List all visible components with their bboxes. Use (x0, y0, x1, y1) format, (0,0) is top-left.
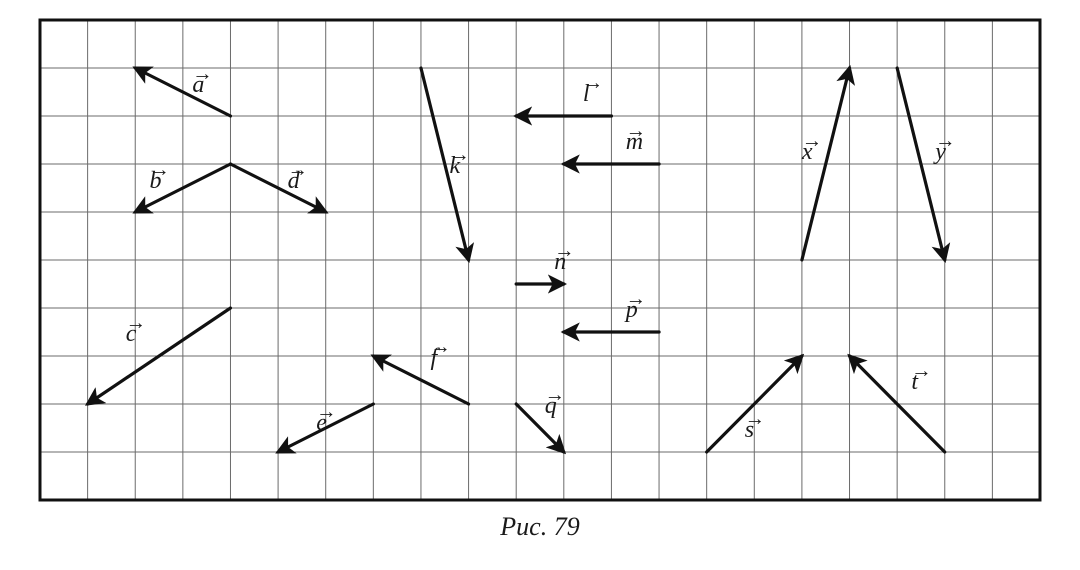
vector-label-n: →n (554, 250, 566, 274)
vector-label-a: →a (192, 73, 204, 97)
vector-label-l: →l (583, 82, 590, 106)
vector-label-k: →k (450, 154, 461, 178)
vector-label-d: →d (288, 169, 300, 193)
vector-label-s: →s (745, 418, 754, 442)
vector-label-q: →q (545, 394, 557, 418)
vector-grid-svg (0, 0, 1080, 570)
diagram-container: →a →b →d →c →e →f →k →l →m →n →p →q →x →y →s →t Рис. 79 (0, 0, 1080, 570)
figure-caption: Рис. 79 (0, 512, 1080, 542)
vector-label-x: →x (802, 140, 813, 164)
vector-label-f: →f (430, 346, 437, 370)
vector-label-t: →t (911, 370, 918, 394)
vector-label-m: →m (626, 130, 643, 154)
vector-label-e: →e (316, 411, 327, 435)
vector-label-c: →c (126, 322, 137, 346)
vector-label-p: →p (626, 298, 638, 322)
vector-label-b: →b (150, 169, 162, 193)
vector-label-y: →y (935, 140, 946, 164)
